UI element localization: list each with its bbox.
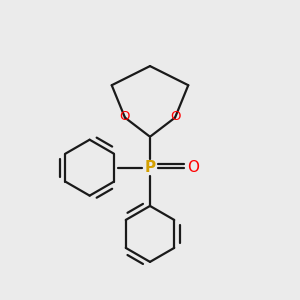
Text: O: O [170, 110, 180, 123]
Text: O: O [120, 110, 130, 123]
Text: P: P [144, 160, 156, 175]
Text: O: O [187, 160, 199, 175]
